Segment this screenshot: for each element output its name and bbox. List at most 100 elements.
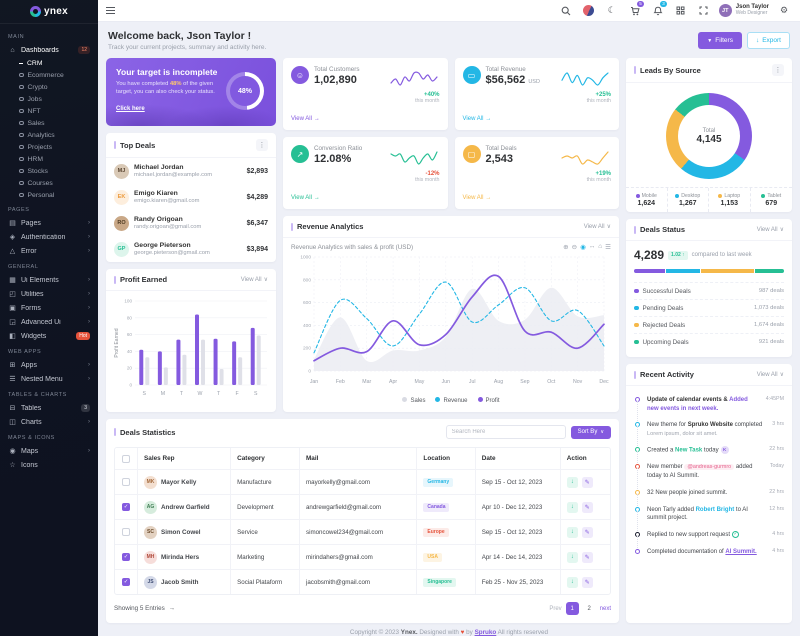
svg-text:Profit Earned: Profit Earned	[114, 329, 120, 358]
row-edit-button[interactable]: ✎	[581, 551, 593, 563]
more-options-icon[interactable]: ⋮	[256, 139, 268, 151]
row-edit-button[interactable]: ✎	[581, 526, 593, 538]
avatar: K	[720, 446, 729, 455]
table-row[interactable]: ✓ JS Jacob Smith Social Plataform jacobsm…	[115, 569, 610, 594]
row-checkbox[interactable]: ✓	[122, 578, 130, 586]
sidebar-item-nft[interactable]: NFT	[6, 105, 92, 117]
panning-icon[interactable]: ↔	[588, 243, 596, 250]
row-download-button[interactable]: ↓	[566, 476, 578, 488]
sidebar-item-charts[interactable]: ◫ Charts ›	[9, 418, 90, 427]
sidebar-item-dashboards[interactable]: ⌂ Dashboards 12	[6, 43, 92, 57]
fullscreen-icon[interactable]	[696, 3, 712, 19]
sidebar-item-courses[interactable]: Courses	[6, 177, 92, 189]
user-menu[interactable]: JT Json Taylor Web Designer	[718, 4, 769, 17]
select-all-checkbox[interactable]	[122, 454, 130, 463]
deal-row[interactable]: GP George Pieterson george.pieterson@gmai…	[106, 236, 276, 262]
selection-zoom-icon[interactable]: ◉	[580, 244, 586, 251]
sidebar-item-tables[interactable]: ⊟ Tables 3	[6, 401, 92, 415]
deals-status-view-all[interactable]: View All ∨	[756, 226, 784, 234]
table-row[interactable]: ✓ AG Andrew Garfield Development andrewga…	[115, 494, 610, 519]
leads-legend: Mobile 1,624 Desktop 1,267 Laptop 1,153 Tab…	[626, 187, 792, 212]
sidebar-item-apps[interactable]: ⊞ Apps ›	[9, 361, 90, 370]
export-button[interactable]: ↓ Export	[746, 32, 790, 49]
svg-text:40: 40	[127, 349, 133, 354]
sidebar-item-ui-elements[interactable]: ▦ Ui Elements ›	[9, 276, 90, 285]
more-options-icon[interactable]: ⋮	[772, 64, 784, 76]
sidebar-item-widgets[interactable]: ◧ Widgets Hot	[6, 329, 92, 343]
row-checkbox[interactable]	[122, 478, 130, 486]
sidebar-item-stocks[interactable]: Stocks	[6, 165, 92, 177]
top-deals-card: Top Deals ⋮ MJ Michael Jordan michael.jor…	[106, 133, 276, 263]
sidebar-toggle-button[interactable]	[106, 7, 115, 14]
sidebar-item-analytics[interactable]: Analytics	[6, 129, 92, 141]
sidebar-item-authentication[interactable]: ◈ Authentication ›	[9, 233, 90, 242]
language-flag-icon[interactable]	[581, 3, 597, 19]
revenue-view-all[interactable]: View All ∨	[583, 223, 611, 231]
view-all-link[interactable]: View All →	[291, 116, 320, 122]
sidebar-item-maps[interactable]: ◉ Maps ›	[9, 447, 90, 456]
sidebar-item-ecommerce[interactable]: Ecommerce	[6, 69, 92, 81]
profit-view-all[interactable]: View All ∨	[240, 276, 268, 284]
table-row[interactable]: ✓ MH Mirinda Hers Marketing mirindahers@g…	[115, 544, 610, 569]
row-download-button[interactable]: ↓	[566, 501, 578, 513]
sidebar-item-advanced-ui[interactable]: ◲ Advanced Ui ›	[9, 318, 90, 327]
sidebar-item-forms[interactable]: ▣ Forms ›	[9, 304, 90, 313]
row-edit-button[interactable]: ✎	[581, 576, 593, 588]
row-download-button[interactable]: ↓	[566, 526, 578, 538]
sidebar-item-jobs[interactable]: Jobs	[6, 93, 92, 105]
app-logo[interactable]: ynex	[0, 0, 98, 24]
deal-row[interactable]: EK Emigo Kiaren emigo.kiaren@gmail.com $4…	[106, 184, 276, 210]
reset-home-icon[interactable]: ⌂	[598, 243, 603, 250]
dark-mode-icon[interactable]: ☾	[607, 5, 616, 15]
sidebar-item-nested-menu[interactable]: ☰ Nested Menu ›	[9, 375, 90, 384]
search-icon[interactable]	[558, 3, 574, 19]
sidebar-item-personal[interactable]: Personal	[6, 189, 92, 201]
view-all-link[interactable]: View All →	[291, 195, 320, 201]
row-checkbox[interactable]: ✓	[122, 503, 130, 511]
table-row[interactable]: SC Simon Cowel Service simoncowel234@gmai…	[115, 519, 610, 544]
recent-activity-view-all[interactable]: View All ∨	[756, 371, 784, 379]
apps-grid-icon[interactable]	[673, 3, 689, 19]
sort-by-button[interactable]: Sort By ∨	[570, 425, 611, 439]
nav-section-pages: PAGES	[8, 207, 30, 213]
view-all-link[interactable]: View All →	[462, 116, 492, 122]
sidebar-item-pages[interactable]: ▤ Pages ›	[9, 219, 90, 228]
pagination-prev[interactable]: Prev	[549, 605, 562, 612]
sidebar-item-utilities[interactable]: ◰ Utilities ›	[9, 290, 90, 299]
deal-row[interactable]: MJ Michael Jordan michael.jordan@example.…	[106, 158, 276, 184]
sidebar-item-crm[interactable]: CRM	[6, 57, 92, 69]
sparkline	[561, 151, 609, 165]
filters-button[interactable]: ▼ Filters	[698, 32, 742, 49]
row-download-button[interactable]: ↓	[566, 551, 578, 563]
settings-gear-icon[interactable]: ⚙	[779, 5, 789, 15]
table-row[interactable]: MK Mayor Kelly Manufacture mayorkelly@gma…	[115, 469, 610, 494]
pagination-page-2[interactable]: 2	[587, 605, 591, 612]
pagination-page-1[interactable]: 1	[565, 602, 579, 615]
zoom-out-icon[interactable]: ⊖	[571, 244, 578, 251]
map-pin-icon: ◉	[9, 448, 16, 455]
row-edit-button[interactable]: ✎	[581, 501, 593, 513]
sidebar-item-icons[interactable]: ☆ Icons	[9, 461, 38, 470]
cart-icon[interactable]: 5	[627, 0, 644, 19]
recent-activity-title: Recent Activity	[634, 370, 694, 379]
spruko-link[interactable]: Spruko	[474, 629, 497, 636]
deal-row[interactable]: RO Randy Origoan randy.origoan@gmail.com …	[106, 210, 276, 236]
sidebar-item-sales[interactable]: Sales	[6, 117, 92, 129]
chart-menu-icon[interactable]: ☰	[605, 244, 611, 251]
sidebar-item-crypto[interactable]: Crypto	[6, 81, 92, 93]
row-edit-button[interactable]: ✎	[581, 476, 593, 488]
pagination-next[interactable]: next	[599, 605, 611, 612]
notifications-bell-icon[interactable]: 3	[650, 0, 667, 19]
nav-section-maps: MAPS & ICONS	[8, 435, 55, 441]
sidebar-item-error[interactable]: △ Error ›	[9, 247, 90, 256]
revenue-analytics-card: Revenue Analytics View All ∨ Revenue Anal…	[283, 216, 619, 412]
row-checkbox[interactable]: ✓	[122, 553, 130, 561]
row-download-button[interactable]: ↓	[566, 576, 578, 588]
target-click-here-link[interactable]: Click here	[116, 105, 145, 112]
search-input[interactable]	[445, 425, 566, 439]
zoom-in-icon[interactable]: ⊕	[563, 244, 569, 251]
sidebar-item-projects[interactable]: Projects	[6, 141, 92, 153]
view-all-link[interactable]: View All →	[462, 195, 492, 201]
row-checkbox[interactable]	[122, 528, 130, 536]
sidebar-item-hrm[interactable]: HRM	[6, 153, 92, 165]
